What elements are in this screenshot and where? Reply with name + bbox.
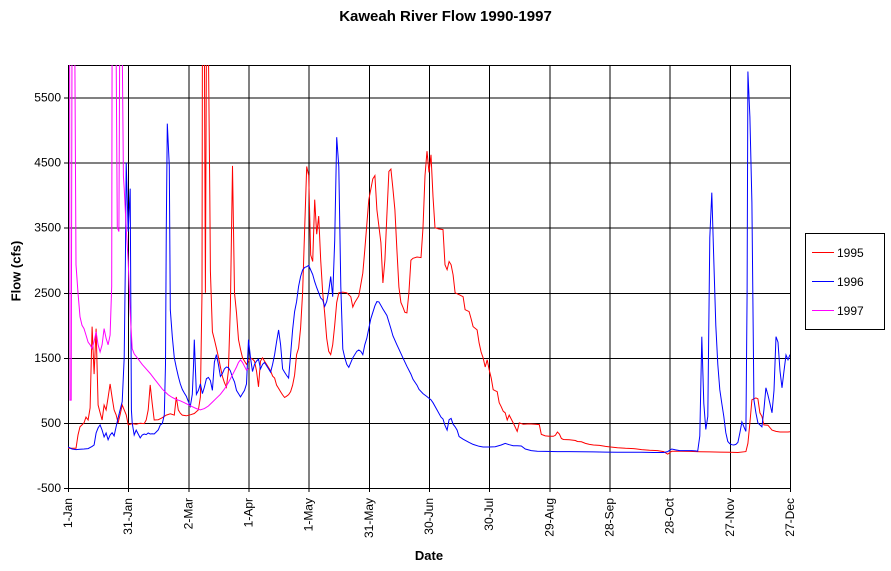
x-tick-label: 30-Jun [422,498,436,535]
legend-line-sample [812,281,834,282]
x-tick-label: 27-Nov [723,498,737,537]
y-tick-label: 5500 [34,91,61,105]
x-tick-label: 31-May [362,498,376,538]
x-tick-label: 1-Apr [242,498,256,527]
series-line-1996 [68,71,790,453]
legend-entry-1995: 1995 [806,246,884,259]
legend-entry-1996: 1996 [806,275,884,288]
x-tick-label: 28-Sep [603,498,617,537]
x-tick-label: 28-Oct [663,497,677,534]
x-tick-label: 30-Jul [482,498,496,531]
legend-label: 1997 [837,303,864,318]
x-tick-label: 29-Aug [542,498,556,537]
legend-label: 1996 [837,274,864,289]
x-tick-label: 2-Mar [181,498,195,529]
tick-marks [64,97,791,492]
y-tick-label: 1500 [34,351,61,365]
x-tick-label: 31-Jan [121,498,135,535]
gridlines [68,65,790,488]
series-line-1995 [68,65,790,455]
y-tick-label: 2500 [34,286,61,300]
chart-title: Kaweah River Flow 1990-1997 [339,8,552,25]
legend-label: 1995 [837,245,864,260]
y-tick-label: 3500 [34,221,61,235]
x-tick-label: 1-May [302,498,316,531]
x-axis-title: Date [414,548,444,563]
series-group [68,65,790,455]
legend-line-sample [812,252,834,253]
y-tick-label: 500 [41,416,61,430]
series-line-1997 [69,65,249,411]
x-tick-label: 27-Dec [783,498,797,537]
y-tick-label: 4500 [34,156,61,170]
legend-entry-1997: 1997 [806,304,884,317]
legend-line-sample [812,310,834,311]
x-tick-label: 1-Jan [61,498,75,528]
y-tick-label: -500 [37,481,61,495]
legend: 1995 1996 1997 [805,233,885,330]
